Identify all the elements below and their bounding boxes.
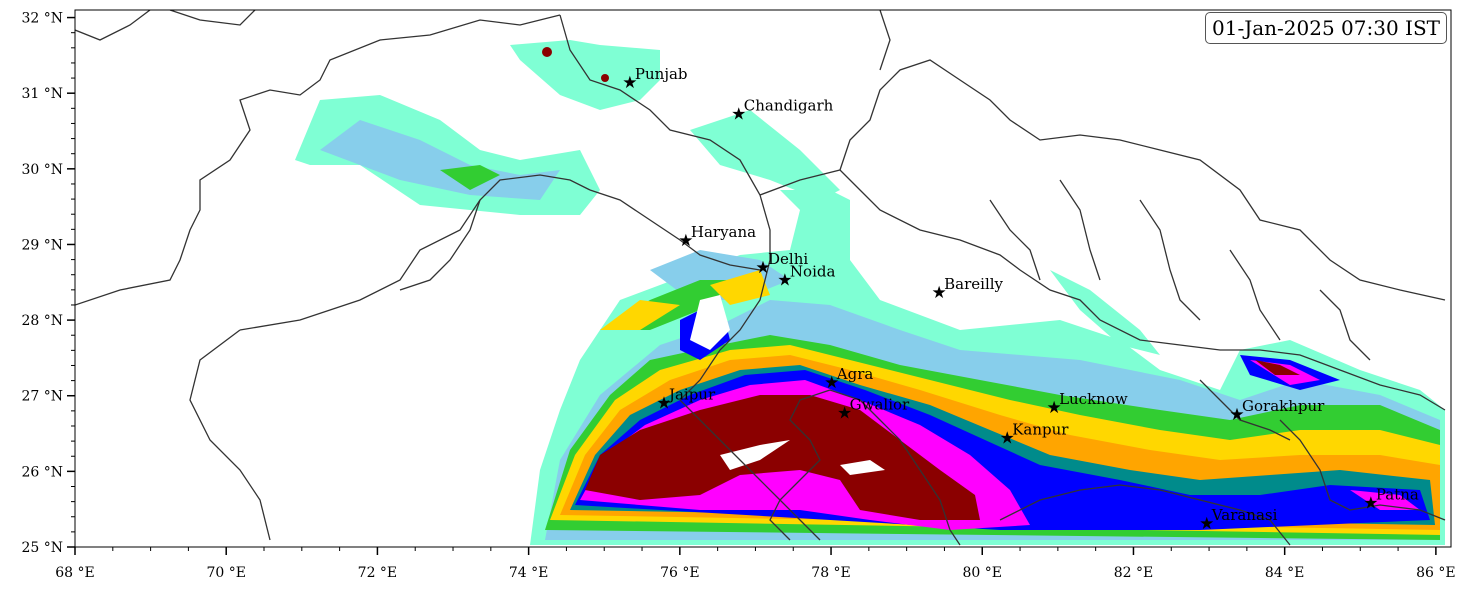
lat-tick-label: 30 °N [21, 162, 63, 178]
city-label: Punjab [635, 65, 688, 83]
lon-tick-label: 82 °E [1114, 565, 1153, 581]
city-label: Haryana [691, 223, 756, 241]
city-label: Gwalior [850, 395, 910, 413]
lon-tick-label: 78 °E [811, 565, 850, 581]
lat-tick-label: 26 °N [21, 464, 63, 480]
city-star-icon: ★ [777, 270, 792, 290]
lat-tick-label: 32 °N [21, 11, 63, 27]
boundary-lines [75, 10, 1446, 546]
lat-tick-label: 27 °N [21, 389, 63, 405]
city-star-icon: ★ [656, 394, 671, 414]
lon-tick-label: 80 °E [963, 565, 1002, 581]
lon-tick-label: 68 °E [55, 565, 94, 581]
city-label: Jaipur [667, 386, 716, 404]
precip-field [295, 40, 1445, 545]
plot-frame [74, 9, 1452, 548]
city-label: Gorakhpur [1242, 397, 1325, 415]
city-star-icon: ★ [1363, 493, 1378, 513]
lat-tick-label: 28 °N [21, 313, 63, 329]
city-star-icon: ★ [755, 258, 770, 278]
city-label: Noida [790, 262, 836, 280]
lon-tick-label: 70 °E [206, 565, 245, 581]
city-star-icon: ★ [1229, 405, 1244, 425]
city-star-icon: ★ [731, 105, 746, 125]
city-star-icon: ★ [824, 373, 839, 393]
lon-tick-label: 84 °E [1265, 565, 1304, 581]
city-star-icon: ★ [678, 231, 693, 251]
city-star-icon: ★ [837, 403, 852, 423]
city-star-icon: ★ [1000, 428, 1015, 448]
city-label: Varanasi [1211, 506, 1278, 524]
lat-tick-label: 25 °N [21, 540, 63, 556]
city-markers: ★Punjab★Chandigarh★Haryana★Delhi★Noida★B… [622, 65, 1419, 534]
city-label: Patna [1376, 485, 1419, 503]
city-label: Agra [836, 365, 874, 383]
lat-tick-label: 29 °N [21, 237, 63, 253]
lon-tick-label: 76 °E [660, 565, 699, 581]
city-star-icon: ★ [1199, 514, 1214, 534]
lon-tick-label: 72 °E [358, 565, 397, 581]
city-label: Bareilly [944, 275, 1003, 293]
city-label: Delhi [768, 250, 808, 268]
city-label: Lucknow [1059, 390, 1128, 408]
city-star-icon: ★ [622, 73, 637, 93]
city-label: Kanpur [1012, 420, 1069, 438]
city-star-icon: ★ [932, 283, 947, 303]
timestamp-label: 01-Jan-2025 07:30 IST [1205, 12, 1447, 44]
axis-ticks: 68 °E 70 °E 72 °E 74 °E 76 °E 78 °E 80 °E 82 °E… [21, 11, 1455, 581]
city-label: Chandigarh [744, 97, 834, 115]
lon-tick-label: 74 °E [509, 565, 548, 581]
lat-tick-label: 31 °N [21, 86, 63, 102]
city-star-icon: ★ [1046, 398, 1061, 418]
lon-tick-label: 86 °E [1416, 565, 1455, 581]
